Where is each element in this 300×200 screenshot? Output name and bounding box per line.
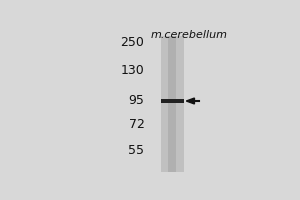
Polygon shape — [186, 98, 194, 104]
Bar — [161, 36, 184, 172]
Bar — [168, 36, 176, 172]
Bar — [161, 99, 184, 103]
Text: 95: 95 — [129, 95, 145, 108]
Text: 250: 250 — [121, 36, 145, 49]
Text: m.cerebellum: m.cerebellum — [150, 30, 227, 40]
Text: 55: 55 — [128, 144, 145, 157]
Text: 72: 72 — [129, 118, 145, 131]
Text: 130: 130 — [121, 64, 145, 77]
